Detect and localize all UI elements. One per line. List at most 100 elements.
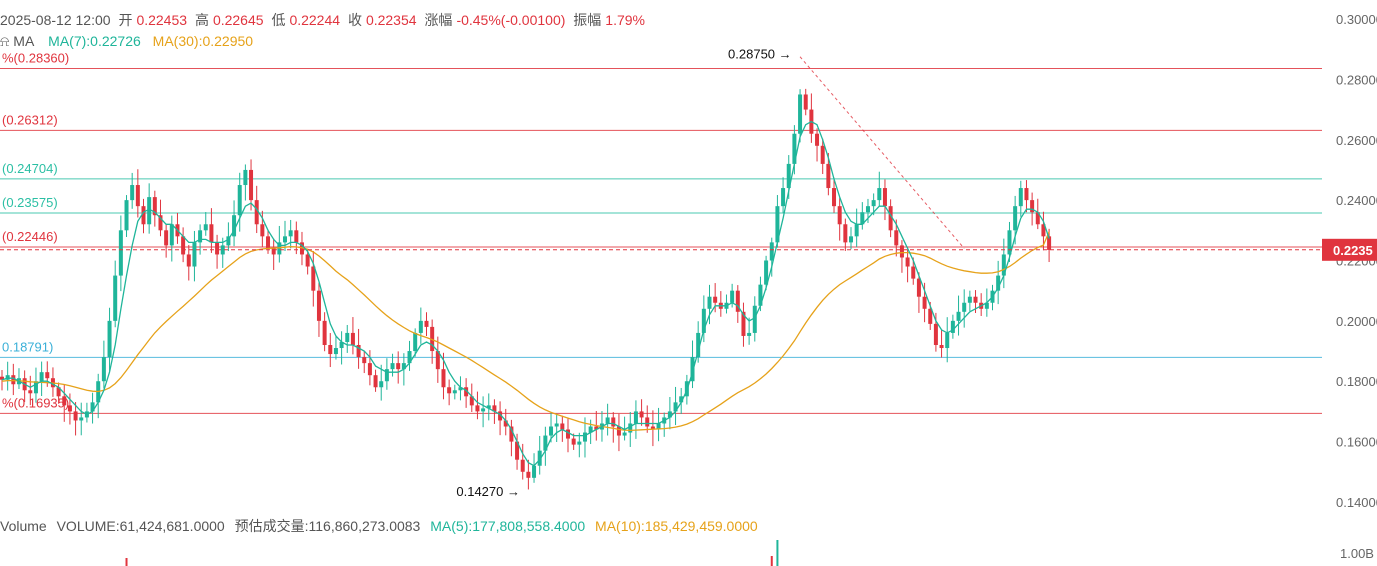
candle-body [5,375,10,380]
candle-body [588,426,593,433]
candles [0,88,1052,490]
candle-body [62,396,67,406]
candle-body [464,387,469,397]
moving-averages [0,56,1322,467]
candle-body [271,248,276,255]
high-value: 0.22645 [212,12,264,28]
candle-body [503,420,508,427]
candle-body [220,245,225,255]
candle-body [135,185,140,207]
candle-body [186,254,191,267]
candle-body [673,402,678,412]
candle-body [226,236,231,246]
current-price-label: 0.2235 [1333,243,1373,258]
candle-body [458,387,463,391]
candle-body [481,408,486,412]
candle-body [577,441,582,445]
high-label: 高 [194,12,209,28]
candle-body [650,426,655,430]
volume-value: VOLUME:61,424,681.0000 [56,518,225,534]
candle-body [882,188,887,207]
candle-body [566,429,570,439]
close-label: 收 [347,12,362,28]
candle-body [39,372,44,382]
candle-body [107,320,112,358]
candle-body [56,387,61,397]
candle-body [215,242,220,255]
candle-body [322,320,327,346]
bell-icon[interactable]: ⍾ [0,33,10,49]
candle-body [345,332,350,342]
trend-line [799,56,965,249]
candle-body [747,332,752,336]
candle-body [899,245,904,258]
ma7-line [1,120,1050,467]
candle-body [713,296,718,303]
candle-body [498,411,503,421]
fib-label: 0.18791) [2,339,53,354]
candle-body [118,230,123,276]
candle-body [390,363,395,370]
candle-body [350,332,355,346]
candle-body [379,381,384,388]
candle-body [973,296,978,303]
candle-body [441,369,446,388]
low-annotation: 0.14270 → [456,484,520,499]
candle-body [520,459,525,472]
candle-body [141,206,146,225]
open-label: 开 [118,12,133,28]
volume-ma10: MA(10):185,429,459.0000 [595,518,758,534]
candle-body [984,302,989,309]
candle-body [996,275,1001,291]
low-value: 0.22244 [289,12,341,28]
amplitude-value: 1.79% [605,12,645,28]
candle-body [962,302,967,312]
candle-body [837,206,842,225]
candle-body [356,345,361,358]
ma7-value: MA(7):0.22726 [48,33,141,49]
ma-legend[interactable]: ⍾ MA MA(7):0.22726 MA(30):0.22950 [0,33,257,50]
price-axis: 0.300000.280000.260000.240000.220000.200… [1322,12,1377,561]
high-annotation: 0.28750 → [728,47,792,62]
candle-body [690,357,695,382]
candle-body [1018,188,1023,207]
ma30-line [1,231,1050,432]
candle-body [956,311,961,321]
candle-body [0,376,4,380]
candle-body [735,290,740,312]
candle-body [452,390,457,394]
candle-body [203,224,208,231]
fib-label: (0.26312) [2,112,58,127]
volume-bar [125,558,128,566]
candle-body [928,308,933,324]
candle-body [152,197,157,216]
fib-label: (0.22446) [2,229,58,244]
candle-body [475,405,480,412]
candle-body [628,423,633,433]
candle-body [696,332,701,358]
candle-body [316,290,321,321]
candle-body [249,169,254,201]
volume-bars [125,540,779,566]
candle-body [543,435,548,451]
candle-body [192,242,197,267]
candle-body [922,296,927,309]
candle-body [339,341,344,349]
candle-body [752,305,757,333]
candle-body [594,426,599,430]
candle-body [305,254,310,267]
candle-body [849,236,853,243]
candle-body [843,224,848,243]
candle-body [158,215,163,231]
ma-label: MA [13,33,35,49]
candle-body [916,278,921,297]
candle-body [554,423,559,427]
candle-body [283,236,287,243]
volume-bar [770,556,773,566]
candle-body [367,363,372,376]
change-value: -0.45%(-0.00100) [456,12,566,28]
